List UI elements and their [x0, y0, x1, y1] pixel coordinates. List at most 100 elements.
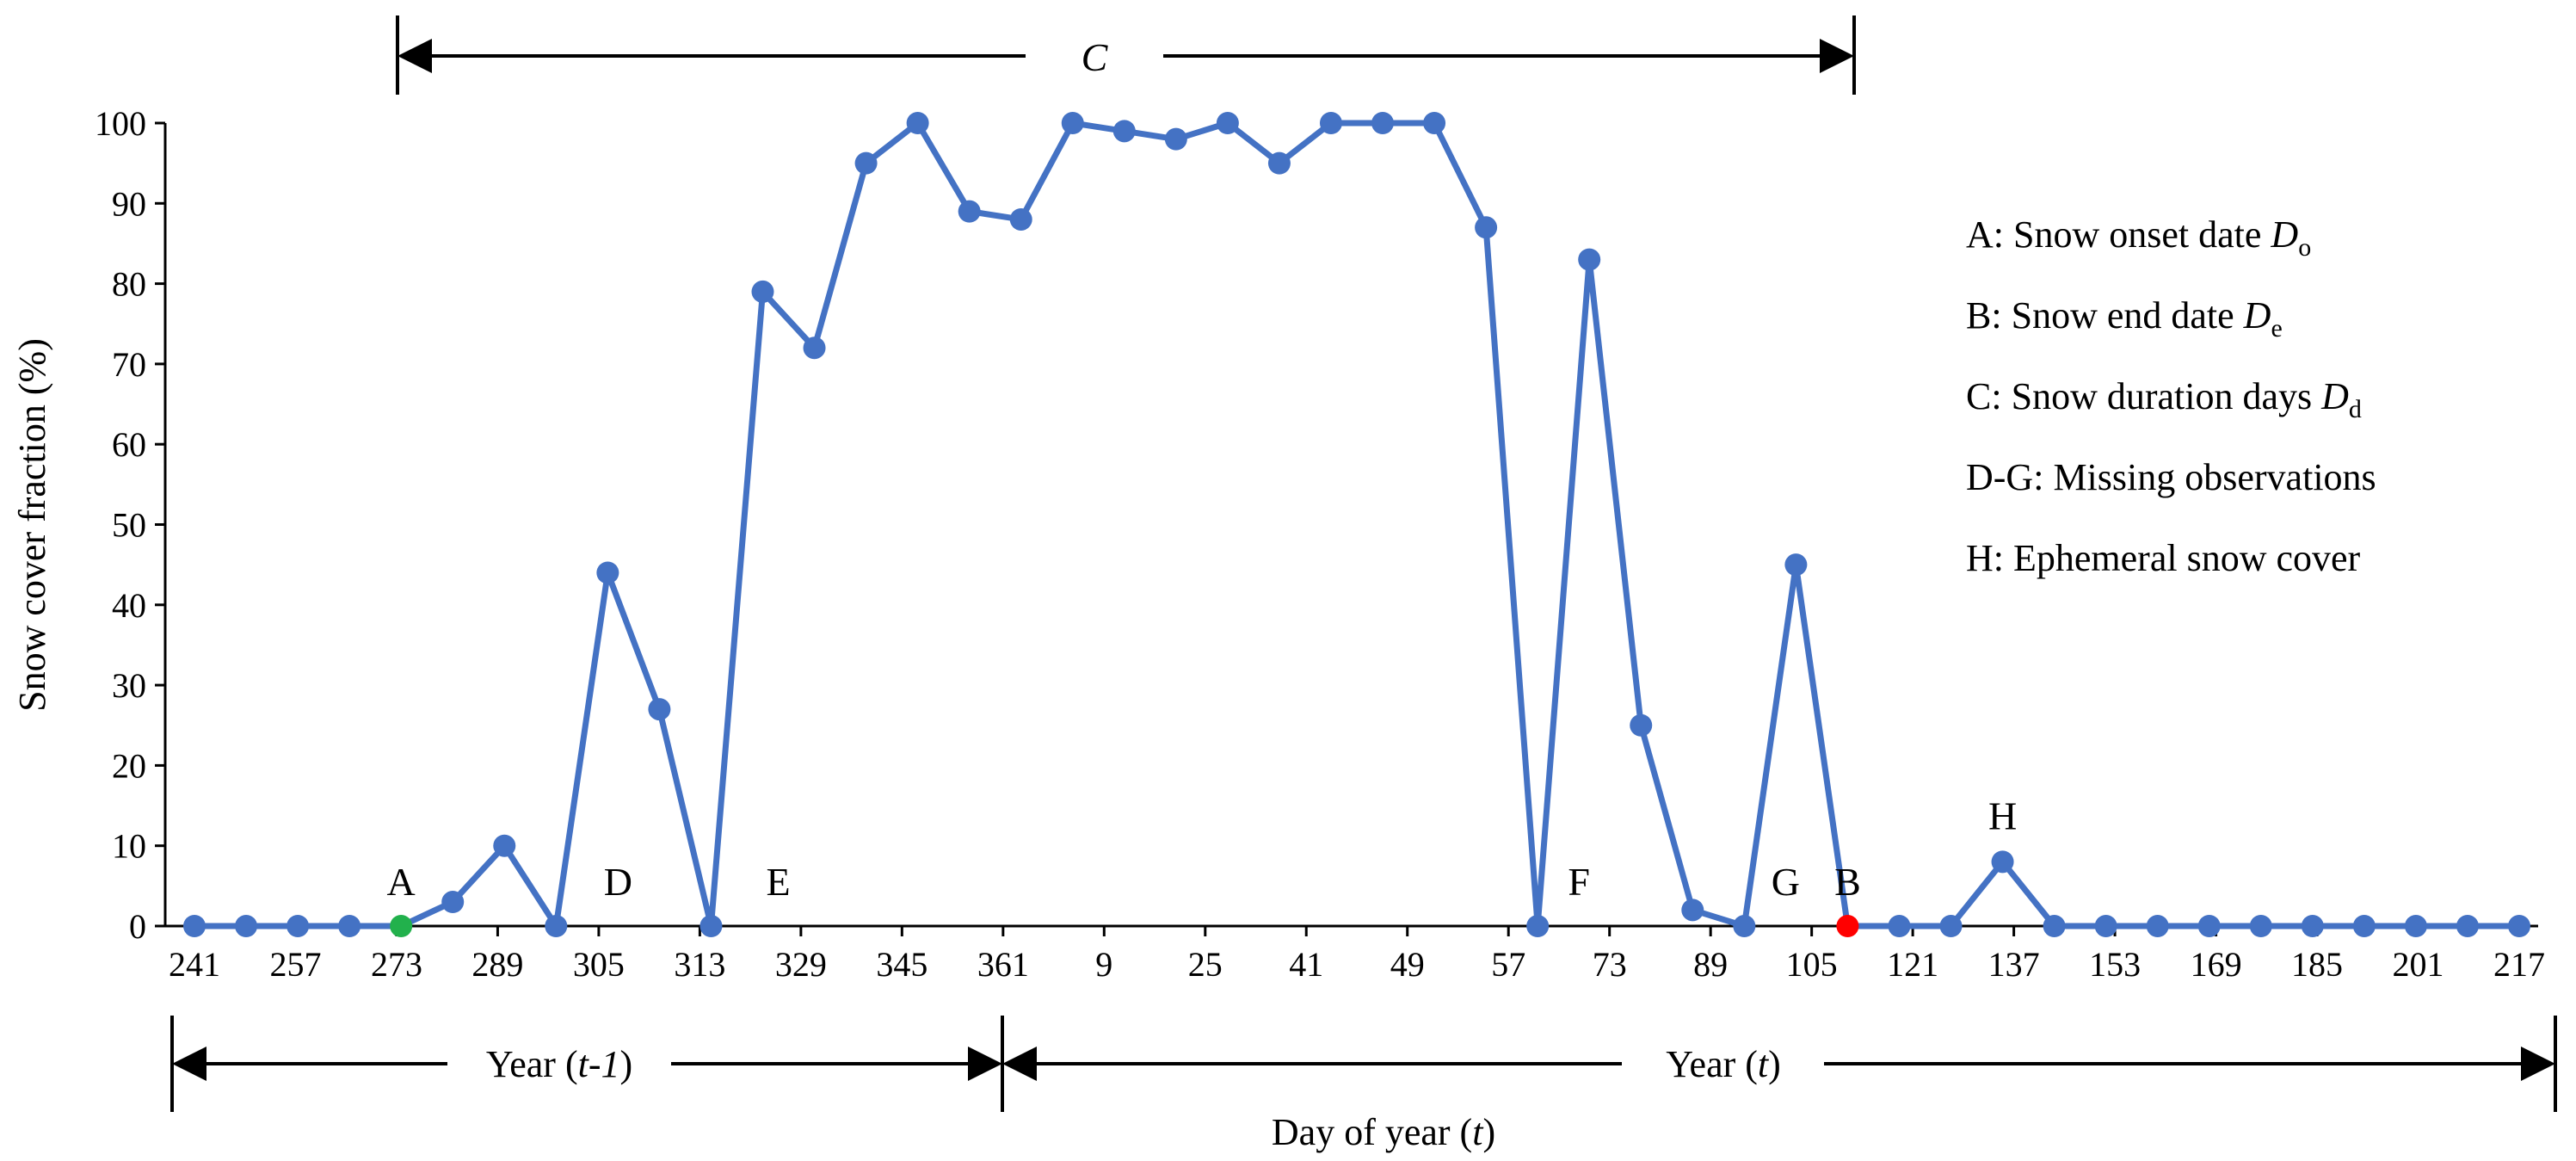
x-tick-label: 169: [2191, 945, 2242, 984]
data-point: [545, 915, 568, 937]
data-point: [958, 200, 981, 223]
data-point: [1681, 899, 1704, 922]
data-point: [1061, 112, 1084, 134]
x-tick-label: 241: [169, 945, 220, 984]
legend-entry-h: H: Ephemeral snow cover: [1966, 537, 2361, 579]
data-point: [390, 915, 413, 937]
data-point: [1112, 120, 1136, 143]
data-point: [441, 891, 465, 914]
x-tick-label: 257: [269, 945, 321, 984]
data-point: [1784, 553, 1808, 577]
x-tick-label: 305: [573, 945, 625, 984]
data-point: [1888, 915, 1911, 937]
x-tick-label: 121: [1887, 945, 1938, 984]
y-axis-label: Snow cover fraction (%): [11, 338, 53, 712]
duration-label: C: [1082, 35, 1109, 79]
data-point: [1991, 850, 2014, 874]
data-point: [1836, 915, 1859, 937]
legend-entry-b: B: Snow end date De: [1966, 294, 2283, 343]
x-ticks: 241 257 273 289 305 313 329 345 361 9 25 41 49 57 73 89…: [169, 926, 2545, 984]
point-label-d: D: [604, 860, 632, 904]
data-point: [1164, 127, 1187, 151]
x-tick-label: 105: [1786, 945, 1838, 984]
x-tick-label: 89: [1693, 945, 1728, 984]
data-point: [1578, 248, 1601, 271]
x-tick-label: 49: [1390, 945, 1425, 984]
point-label-g: G: [1772, 860, 1800, 904]
data-point: [1216, 112, 1239, 134]
data-point: [1526, 915, 1550, 937]
data-point: [1267, 151, 1291, 175]
x-axis-label: Day of year (t): [1272, 1111, 1495, 1153]
duration-arrow: C: [396, 15, 1856, 95]
data-point: [1319, 112, 1342, 134]
point-label-f: F: [1568, 860, 1590, 904]
y-tick-label: 100: [95, 104, 146, 143]
series: [183, 112, 2530, 937]
y-tick-label: 60: [112, 425, 146, 464]
y-tick-label: 20: [112, 746, 146, 785]
series-line: [194, 120, 2519, 929]
data-point: [183, 915, 206, 937]
data-point: [906, 112, 929, 134]
data-point: [287, 915, 310, 937]
data-point: [493, 834, 516, 857]
y-tick-label: 50: [112, 506, 146, 545]
y-ticks: 0 10 20 30 40 50 60 70 80 90 100: [95, 104, 165, 946]
x-tick-label: 329: [775, 945, 827, 984]
year-arrows: Year (t-1) Year (t): [170, 1016, 2557, 1112]
point-label-a: A: [387, 860, 416, 904]
data-point: [338, 915, 361, 937]
point-label-h: H: [1988, 794, 2017, 837]
y-tick-label: 0: [129, 907, 146, 946]
y-tick-label: 40: [112, 586, 146, 625]
x-tick-label: 361: [977, 945, 1029, 984]
data-point: [2094, 915, 2117, 937]
x-tick-label: 9: [1095, 945, 1112, 984]
data-point: [2197, 915, 2221, 937]
point-label-b: B: [1834, 860, 1861, 904]
legend-entry-a: A: Snow onset date Do: [1966, 213, 2311, 262]
data-point: [1371, 112, 1395, 134]
legend-entry-dg: D-G: Missing observations: [1966, 456, 2376, 498]
data-point: [2456, 915, 2479, 937]
year-prev-label: Year (t-1): [486, 1043, 632, 1085]
data-point: [803, 337, 826, 360]
data-point: [648, 698, 671, 721]
data-point: [1939, 915, 1963, 937]
x-tick-label: 273: [371, 945, 422, 984]
x-tick-label: 217: [2493, 945, 2545, 984]
x-tick-label: 25: [1188, 945, 1223, 984]
y-tick-label: 30: [112, 666, 146, 705]
point-labels: A B D E F G H: [387, 794, 2018, 904]
data-point: [751, 280, 774, 303]
x-tick-label: 73: [1593, 945, 1627, 984]
data-point: [596, 561, 619, 584]
data-point: [854, 151, 878, 175]
data-point: [235, 915, 258, 937]
data-point: [2301, 915, 2324, 937]
y-tick-label: 90: [112, 184, 146, 223]
data-point: [2249, 915, 2272, 937]
x-tick-label: 57: [1491, 945, 1525, 984]
data-point: [2352, 915, 2376, 937]
data-point: [1423, 112, 1446, 134]
data-point: [1733, 915, 1756, 937]
data-point: [2043, 915, 2066, 937]
x-tick-label: 41: [1289, 945, 1323, 984]
x-tick-label: 313: [674, 945, 725, 984]
point-label-e: E: [766, 860, 790, 904]
x-tick-label: 185: [2291, 945, 2343, 984]
legend-entry-c: C: Snow duration days Dd: [1966, 375, 2362, 423]
y-tick-label: 70: [112, 345, 146, 384]
x-tick-label: 153: [2089, 945, 2141, 984]
data-point: [2404, 915, 2427, 937]
data-point: [2146, 915, 2169, 937]
x-tick-label: 289: [471, 945, 523, 984]
x-tick-label: 345: [876, 945, 927, 984]
data-point: [1630, 713, 1653, 737]
x-tick-label: 137: [1988, 945, 2040, 984]
legend: A: Snow onset date Do B: Snow end date D…: [1966, 213, 2376, 579]
data-point: [699, 915, 723, 937]
